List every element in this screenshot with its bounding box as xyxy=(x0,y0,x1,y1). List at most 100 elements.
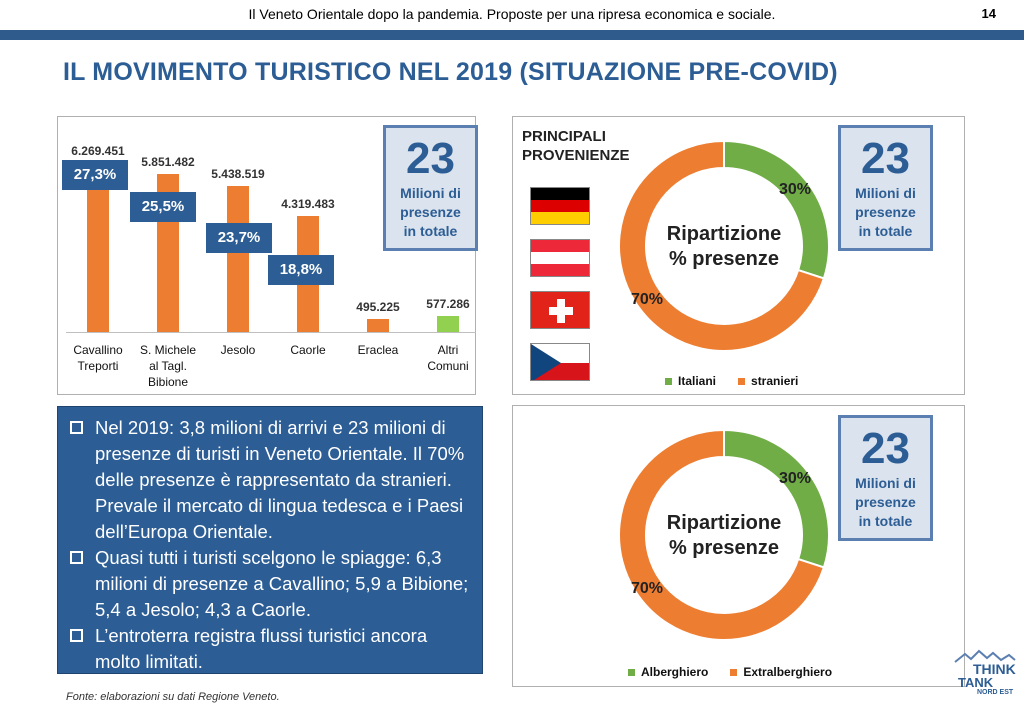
legend-label: Italiani xyxy=(678,374,717,388)
total-caption: Milioni di presenze in totale xyxy=(841,184,930,241)
checkbox-bullet-icon xyxy=(70,421,83,434)
donut-title-line: PRINCIPALI xyxy=(522,128,606,145)
category-label-line: Cavallino xyxy=(73,343,123,357)
donut-center-line: Ripartizione xyxy=(666,223,782,245)
category-label-line: Eraclea xyxy=(357,343,399,357)
austria-flag xyxy=(530,239,590,277)
total-presences-box: 23 Milioni di presenze in totale xyxy=(383,125,478,251)
germany-flag xyxy=(530,187,590,225)
category-label-line: Treporti xyxy=(77,359,119,373)
legend-swatch-green xyxy=(628,668,635,676)
bar xyxy=(367,318,389,332)
total-caption-line: Milioni di xyxy=(855,475,916,491)
category-label: Altri Comuni xyxy=(408,342,488,374)
logo-line1: THINK xyxy=(973,661,1016,677)
total-caption: Milioni di presenze in totale xyxy=(386,184,475,241)
share-label: 23,7% xyxy=(206,223,272,253)
bar xyxy=(227,185,249,332)
header-rule xyxy=(0,30,1024,40)
czech-flag xyxy=(530,343,590,381)
donut-pct-label: 70% xyxy=(631,291,664,308)
bullet-text: L’entroterra registra flussi turistici a… xyxy=(95,625,428,672)
logo-line2: TANK xyxy=(958,675,994,690)
donut-pct-label: 30% xyxy=(779,181,812,198)
donut-center-line: % presenze xyxy=(668,248,780,270)
category-label: Caorle xyxy=(268,342,348,358)
bar-value-label: 5.438.519 xyxy=(211,166,265,181)
legend-label: stranieri xyxy=(751,374,799,388)
donut-title-line: PROVENIENZE xyxy=(522,147,630,164)
source-footnote: Fonte: elaborazioni su dati Regione Vene… xyxy=(66,691,280,703)
donut-chart-accommodation xyxy=(618,428,830,641)
summary-textbox: Nel 2019: 3,8 milioni di arrivi e 23 mil… xyxy=(57,406,483,674)
category-label-line: al Tagl. xyxy=(149,359,187,373)
legend-label: Alberghiero xyxy=(641,665,709,679)
category-label-line: Bibione xyxy=(147,375,189,389)
total-number: 23 xyxy=(861,134,910,183)
page-number: 14 xyxy=(981,6,996,21)
donut-pct-label: 30% xyxy=(779,470,812,487)
think-tank-logo: THINK TANK NORD EST xyxy=(953,648,1017,698)
page-header: Il Veneto Orientale dopo la pandemia. Pr… xyxy=(0,0,1024,40)
total-caption-line: in totale xyxy=(858,513,913,529)
category-label: Cavallino Treporti xyxy=(58,342,138,374)
category-label-line: Altri xyxy=(437,343,459,357)
donut-slice xyxy=(618,428,826,641)
page-title: IL MOVIMENTO TURISTICO NEL 2019 (SITUAZI… xyxy=(63,58,838,86)
bar-chart-panel: 6.269.451 Cavallino Treporti 27,3% 5.851.482… xyxy=(57,116,478,395)
category-label-line: Jesolo xyxy=(220,343,256,357)
category-label: Eraclea xyxy=(338,342,418,358)
total-caption-line: presenze xyxy=(855,204,916,220)
donut-center-line: % presenze xyxy=(668,537,780,559)
total-number: 23 xyxy=(406,134,455,183)
x-axis-line xyxy=(66,332,476,333)
bar-value-label: 6.269.451 xyxy=(71,144,125,159)
provenance-donut-panel: PRINCIPALI PROVENIENZE Ripartizione % pr… xyxy=(512,116,965,395)
share-label: 27,3% xyxy=(62,160,128,190)
checkbox-bullet-icon xyxy=(70,551,83,564)
legend-swatch-orange xyxy=(738,377,746,385)
total-caption: Milioni di presenze in totale xyxy=(841,474,930,531)
donut-slice xyxy=(618,139,826,352)
logo-line3: NORD EST xyxy=(977,689,1014,696)
bar-value-label: 495.225 xyxy=(356,299,400,314)
header-text: Il Veneto Orientale dopo la pandemia. Pr… xyxy=(248,6,776,22)
legend-label: Extralberghiero xyxy=(743,665,833,679)
bullet-item: L’entroterra registra flussi turistici a… xyxy=(68,623,472,675)
donut-center-label: Ripartizione % presenze xyxy=(649,222,799,272)
total-caption-line: Milioni di xyxy=(855,185,916,201)
total-presences-box: 23 Milioni di presenze in totale xyxy=(838,125,933,251)
share-label: 18,8% xyxy=(268,255,334,285)
donut-center-line: Ripartizione xyxy=(666,512,782,534)
donut-chart-provenance xyxy=(618,139,830,352)
czech-flag-shape xyxy=(531,344,589,380)
category-label: Jesolo xyxy=(198,342,278,358)
donut-pct-label: 70% xyxy=(631,580,664,597)
bar-value-label: 5.851.482 xyxy=(141,155,195,170)
total-caption-line: in totale xyxy=(403,223,458,239)
total-caption-line: presenze xyxy=(855,494,916,510)
donut-title: PRINCIPALI PROVENIENZE xyxy=(522,127,630,165)
donut-legend: Alberghiero Extralberghiero xyxy=(628,665,832,679)
bar xyxy=(437,316,459,332)
legend-swatch-orange xyxy=(730,668,738,676)
bar-value-label: 577.286 xyxy=(426,297,470,312)
accommodation-donut-panel: Ripartizione % presenze 30% 70% Alberghi… xyxy=(512,405,965,687)
bullet-item: Nel 2019: 3,8 milioni di arrivi e 23 mil… xyxy=(68,415,472,545)
bullet-text: Quasi tutti i turisti scelgono le spiagg… xyxy=(95,547,469,620)
total-number: 23 xyxy=(861,424,910,473)
category-label-line: Comuni xyxy=(427,359,469,373)
category-label-line: S. Michele xyxy=(139,343,197,357)
total-caption-line: in totale xyxy=(858,223,913,239)
total-presences-box: 23 Milioni di presenze in totale xyxy=(838,415,933,541)
legend-swatch-green xyxy=(665,377,672,385)
category-label: S. Michele al Tagl. Bibione xyxy=(128,342,208,390)
donut-legend: Italiani stranieri xyxy=(665,374,798,388)
switzerland-flag xyxy=(530,291,590,329)
bullet-text: Nel 2019: 3,8 milioni di arrivi e 23 mil… xyxy=(95,417,465,542)
donut-center-label: Ripartizione % presenze xyxy=(649,511,799,561)
logo-mountain-icon: THINK TANK NORD EST xyxy=(954,649,1016,696)
checkbox-bullet-icon xyxy=(70,629,83,642)
total-caption-line: presenze xyxy=(400,204,461,220)
bar xyxy=(87,163,109,332)
